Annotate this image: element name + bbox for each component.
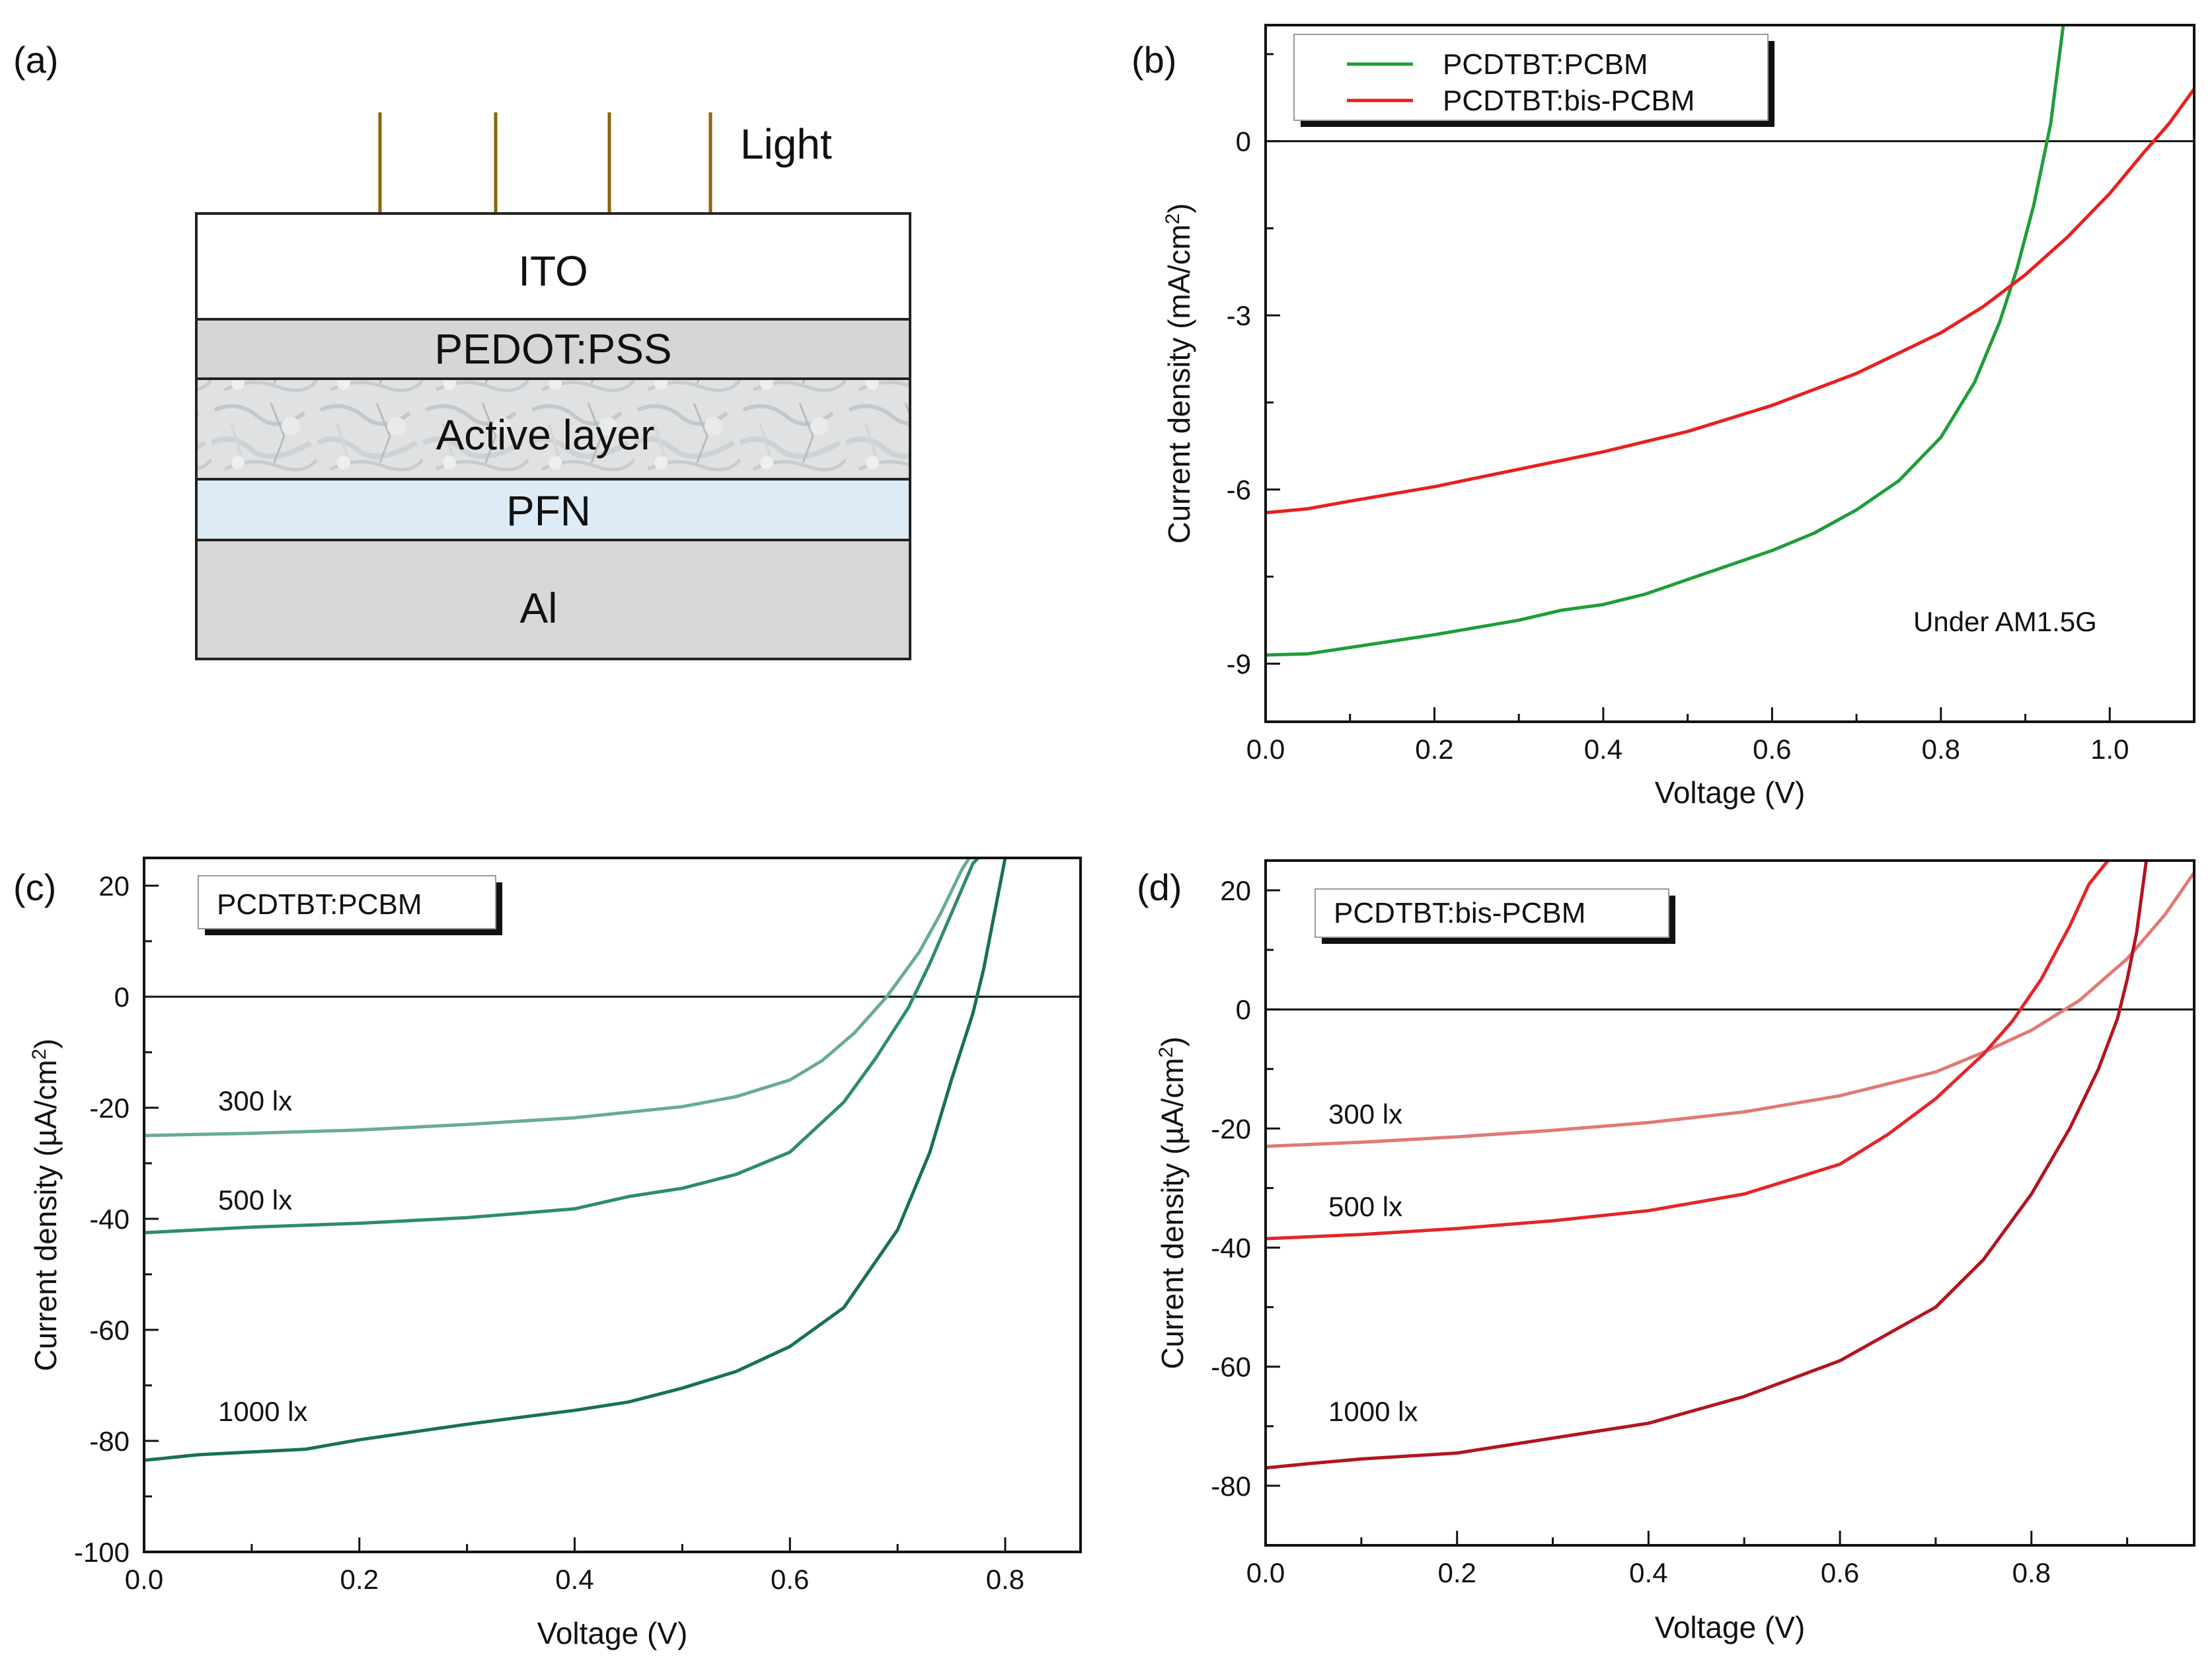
x-tick-label: 0.6 (771, 1564, 809, 1595)
y-tick-label: -6 (1227, 475, 1251, 506)
legend-box (198, 875, 496, 929)
series-line-1 (1266, 871, 2194, 1148)
layer-pfn-label: PFN (506, 487, 591, 535)
y-axis-label: Current density (µA/cm2) (1155, 1036, 1190, 1369)
y-tick-label: -80 (1211, 1471, 1251, 1502)
y-tick-label: 0 (114, 982, 130, 1013)
layer-stack: ITO PEDOT:PSS Active layer PFN Al (195, 212, 911, 660)
plot-frame (1264, 24, 2195, 723)
series-annotation-3: 1000 lx (218, 1396, 307, 1427)
x-tick-label: 0.4 (1629, 1557, 1667, 1588)
x-tick-label: 0.8 (2012, 1557, 2051, 1588)
panel-d-label: (d) (1137, 867, 1182, 908)
x-tick-label: 1.0 (2090, 734, 2129, 765)
x-tick-label: 0.6 (1821, 1557, 1859, 1588)
light-label: Light (740, 120, 832, 168)
layer-ito (195, 212, 911, 321)
y-axis-label-main: Current density (µA/cm (28, 1060, 63, 1371)
panel-c-chart: (c) 0.0 0.2 0.4 0.6 0.8 20 0 -20 -40 -60 -80 -100 Vol… (13, 857, 1082, 1650)
y-tick-label: 20 (98, 870, 130, 902)
legend-box (1315, 888, 1669, 938)
legend-entry-1: PCDTBT:bis-PCBM (1334, 897, 1585, 929)
x-tick-label: 0.8 (1922, 734, 1960, 765)
y-tick-label: -100 (74, 1537, 130, 1568)
y-axis-label-end: ) (1155, 1036, 1190, 1046)
x-tick-label: 0.2 (1415, 734, 1453, 765)
panel-d-chart: (d) 0.0 0.2 0.4 0.6 0.8 20 0 -20 -40 -60 -80 Voltage… (1137, 859, 2195, 1644)
y-tick-label: -40 (1211, 1233, 1251, 1264)
y-axis-label-sup: 2 (1162, 213, 1184, 225)
series-line-2 (144, 858, 981, 1235)
layer-active (195, 377, 911, 481)
layer-pedot-label: PEDOT:PSS (434, 325, 671, 373)
series-annotation-1: 300 lx (1328, 1099, 1402, 1130)
series-annotation-3: 1000 lx (1328, 1396, 1418, 1427)
series-annotation-1: 300 lx (218, 1085, 292, 1116)
x-tick-label: 0.2 (1437, 1557, 1476, 1588)
x-tick-label: 0.2 (340, 1564, 379, 1595)
x-tick-label: 0.4 (555, 1564, 593, 1595)
legend-entry-1: PCDTBT:PCBM (217, 888, 422, 921)
y-tick-label: 20 (1220, 875, 1251, 906)
series-line-3 (1266, 861, 2149, 1470)
y-axis-label-main: Current density (µA/cm (1155, 1058, 1190, 1369)
x-axis-label: Voltage (V) (537, 1616, 688, 1650)
y-tick-label: -60 (1211, 1352, 1251, 1383)
y-tick-label: 0 (1236, 126, 1251, 157)
plot-frame (143, 857, 1082, 1553)
y-tick-label: -40 (89, 1204, 130, 1235)
y-tick-label: -20 (1211, 1113, 1251, 1144)
plot-frame (1264, 859, 2195, 1547)
x-tick-label: 0.0 (1246, 1557, 1285, 1588)
y-axis-label-main: Current density (mA/cm (1162, 224, 1196, 543)
x-tick-label: 0.8 (986, 1564, 1024, 1595)
series-line-2 (1266, 861, 2110, 1241)
layer-al-label: Al (520, 584, 558, 632)
x-tick-label: 0.6 (1753, 734, 1791, 765)
layer-ito-label: ITO (518, 247, 588, 295)
series-line-2 (1266, 88, 2194, 515)
legend-entry-2: PCDTBT:bis-PCBM (1443, 85, 1695, 117)
y-axis-label: Current density (mA/cm2) (1162, 203, 1197, 543)
panel-a-label: (a) (13, 39, 58, 81)
series-annotation-2: 500 lx (218, 1184, 292, 1215)
y-tick-label: -80 (89, 1426, 130, 1457)
y-tick-label: 0 (1236, 994, 1251, 1025)
y-axis-label: Current density (µA/cm2) (28, 1038, 63, 1371)
y-axis-label-sup: 2 (1155, 1047, 1177, 1058)
panel-c-label: (c) (13, 867, 56, 908)
x-axis-label: Voltage (V) (1655, 775, 1806, 810)
x-axis-label: Voltage (V) (1655, 1610, 1806, 1644)
condition-annotation: Under AM1.5G (1913, 606, 2097, 637)
layer-pfn (195, 478, 911, 541)
layer-al (195, 539, 911, 660)
x-tick-label: 0.0 (1246, 734, 1285, 765)
panel-b-chart: (b) 0.0 0.2 0.4 0.6 0.8 1.0 0 -3 -6 -9 Voltage (V) C… (1131, 24, 2195, 810)
x-tick-label: 0.0 (125, 1564, 163, 1595)
x-tick-label: 0.4 (1584, 734, 1622, 765)
series-annotation-2: 500 lx (1328, 1191, 1402, 1222)
panel-a-device-structure: (a) Light ITO PEDOT:PSS Active layer PFN… (13, 39, 911, 660)
y-tick-label: -9 (1227, 648, 1251, 679)
y-tick-label: -20 (89, 1093, 130, 1124)
panel-b-label: (b) (1131, 39, 1176, 81)
y-axis-label-end: ) (28, 1038, 63, 1048)
y-axis-label-end: ) (1162, 203, 1196, 213)
series-line-3 (144, 858, 1007, 1462)
y-axis-label-sup: 2 (28, 1049, 50, 1060)
y-tick-label: -60 (89, 1315, 130, 1346)
series-line-1 (144, 858, 972, 1138)
layer-active-label: Active layer (436, 411, 655, 459)
legend-box (1293, 34, 1769, 121)
y-tick-label: -3 (1227, 300, 1251, 331)
legend-entry-1: PCDTBT:PCBM (1443, 48, 1648, 81)
